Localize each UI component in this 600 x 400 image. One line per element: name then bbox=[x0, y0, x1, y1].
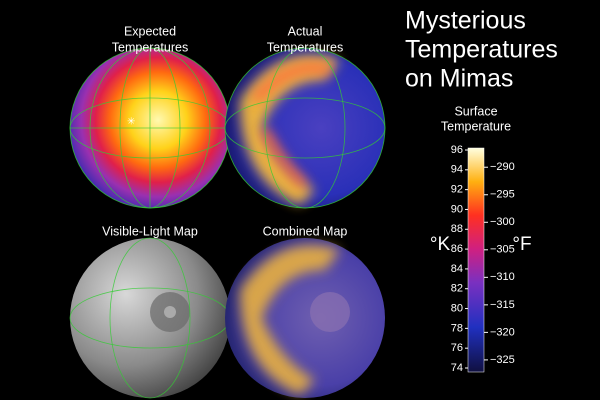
title: on Mimas bbox=[405, 65, 513, 93]
fahrenheit-tick-label: −290 bbox=[490, 161, 515, 173]
kelvin-tick-label: 84 bbox=[451, 263, 463, 275]
fahrenheit-tick-label: −320 bbox=[490, 326, 515, 338]
kelvin-tick-label: 94 bbox=[451, 164, 463, 176]
kelvin-tick-label: 96 bbox=[451, 144, 463, 156]
panel-label: Combined Map bbox=[263, 224, 348, 238]
panel-expected: ✳ bbox=[69, 47, 231, 209]
kelvin-tick-label: 82 bbox=[451, 283, 463, 295]
title: Temperatures bbox=[405, 36, 558, 64]
panel-label: Visible-Light Map bbox=[102, 224, 198, 238]
panel-label: Temperatures bbox=[267, 40, 343, 54]
panel-label: Expected bbox=[124, 24, 176, 38]
colorbar bbox=[467, 147, 485, 373]
panel-label: Actual bbox=[288, 24, 323, 38]
panel-label: Temperatures bbox=[112, 40, 188, 54]
fahrenheit-tick-label: −310 bbox=[490, 271, 515, 283]
kelvin-tick-label: 92 bbox=[451, 184, 463, 196]
sun-marker: ✳ bbox=[127, 117, 135, 128]
title: Mysterious bbox=[405, 7, 526, 35]
kelvin-tick-label: 76 bbox=[451, 342, 463, 354]
fahrenheit-tick-label: −300 bbox=[490, 216, 515, 228]
kelvin-tick-label: 88 bbox=[451, 223, 463, 235]
fahrenheit-tick-label: −325 bbox=[490, 354, 515, 366]
panel-combined bbox=[225, 238, 385, 398]
colorbar-label: Surface bbox=[454, 104, 497, 118]
fahrenheit-tick-label: −315 bbox=[490, 299, 515, 311]
fahrenheit-tick-label: −295 bbox=[490, 189, 515, 201]
fahrenheit-unit: °F bbox=[512, 234, 531, 255]
kelvin-tick-label: 78 bbox=[451, 322, 463, 334]
panel-actual bbox=[224, 47, 386, 209]
kelvin-tick-label: 80 bbox=[451, 302, 463, 314]
colorbar-label: Temperature bbox=[441, 119, 511, 133]
fahrenheit-tick-label: −305 bbox=[490, 244, 515, 256]
panel-visible bbox=[69, 237, 231, 399]
kelvin-tick-label: 90 bbox=[451, 203, 463, 215]
kelvin-tick-label: 86 bbox=[451, 243, 463, 255]
kelvin-tick-label: 74 bbox=[451, 362, 463, 374]
kelvin-unit: °K bbox=[430, 234, 451, 255]
